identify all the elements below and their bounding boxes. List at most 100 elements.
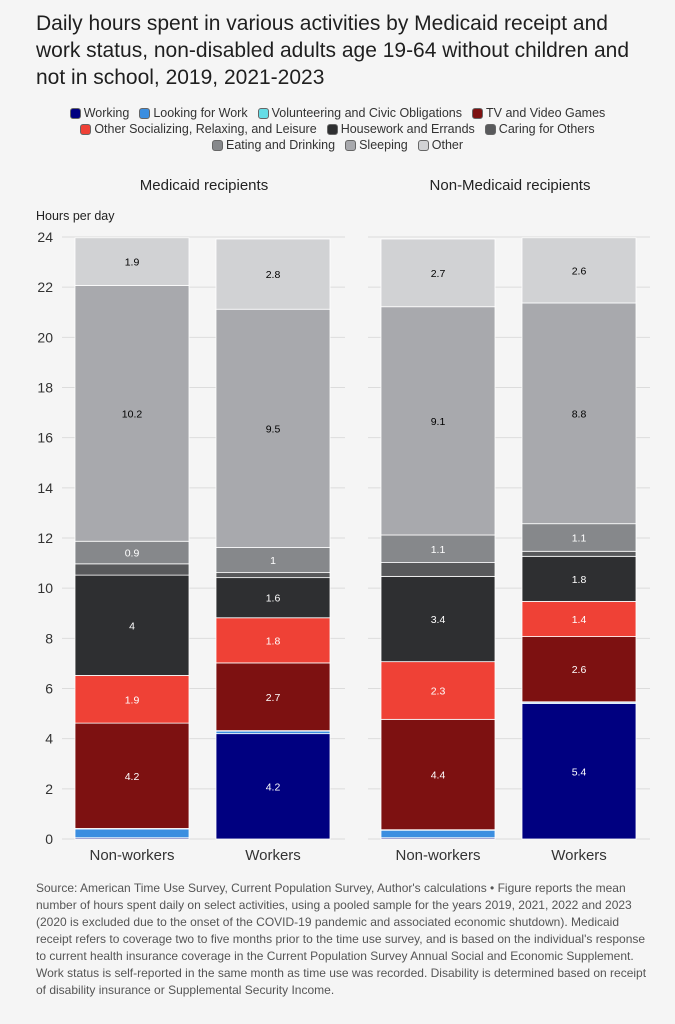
legend-item-other[interactable]: Other bbox=[417, 138, 463, 152]
data-label: 0.9 bbox=[125, 548, 140, 560]
data-label: 1.6 bbox=[266, 593, 281, 605]
source-note: Source: American Time Use Survey, Curren… bbox=[36, 881, 647, 997]
legend-label: Looking for Work bbox=[153, 106, 248, 120]
bar-segment-tv-and-video-games bbox=[74, 722, 190, 829]
legend-item-volunteering-and-civic-obligations[interactable]: Volunteering and Civic Obligations bbox=[257, 106, 462, 120]
legend-label: Housework and Errands bbox=[340, 122, 475, 136]
data-label: 8.8 bbox=[572, 408, 587, 420]
panel-title-non-medicaid-recipients: Non-Medicaid recipients bbox=[430, 177, 591, 194]
legend-swatch bbox=[326, 123, 338, 135]
bar-segment-caring-for-others bbox=[74, 563, 190, 576]
legend-label: Sleeping bbox=[359, 138, 408, 152]
data-label: 1.8 bbox=[572, 574, 587, 586]
data-label: 1 bbox=[270, 555, 276, 567]
legend: Working Looking for Work Volunteering and … bbox=[20, 106, 655, 152]
y-tick-label: 4 bbox=[45, 731, 53, 747]
bar-segment-working bbox=[215, 733, 331, 840]
bar-segment-looking-for-work bbox=[380, 829, 496, 839]
legend-item-caring-for-others[interactable]: Caring for Others bbox=[484, 122, 595, 136]
legend-label: TV and Video Games bbox=[486, 106, 606, 120]
data-label: 2.6 bbox=[572, 265, 587, 277]
legend-swatch bbox=[345, 139, 357, 151]
y-tick-label: 6 bbox=[45, 681, 53, 697]
stacked-bar-chart: Medicaid recipients Non-Medicaid recipien… bbox=[36, 177, 650, 864]
bar-segment-sleeping bbox=[380, 306, 496, 536]
bar-segment-other bbox=[521, 237, 637, 304]
legend-label: Caring for Others bbox=[498, 122, 595, 136]
bar-segment-other-socializing-relaxing-and-leisure bbox=[215, 617, 331, 664]
bar-segment-caring-for-others bbox=[521, 550, 637, 557]
x-tick-label: Non-workers bbox=[395, 847, 480, 864]
y-tick-label: 16 bbox=[37, 430, 53, 446]
legend-item-working[interactable]: Working bbox=[69, 106, 129, 120]
legend-label: Eating and Drinking bbox=[225, 138, 336, 152]
data-label: 4.2 bbox=[125, 771, 140, 783]
bar-segment-housework-and-errands bbox=[380, 575, 496, 663]
bar-segment-other bbox=[380, 238, 496, 308]
bar-segment-other bbox=[74, 237, 190, 286]
data-label: 10.2 bbox=[122, 408, 143, 420]
legend-swatch bbox=[417, 139, 429, 151]
legend-swatch bbox=[484, 123, 496, 135]
data-label: 4.2 bbox=[266, 781, 281, 793]
x-tick-label: Workers bbox=[245, 847, 301, 864]
legend-item-sleeping[interactable]: Sleeping bbox=[345, 138, 408, 152]
legend-item-tv-and-video-games[interactable]: TV and Video Games bbox=[472, 106, 605, 120]
bar-segment-eating-and-drinking bbox=[380, 534, 496, 563]
bar-segment-sleeping bbox=[521, 302, 637, 525]
y-tick-label: 20 bbox=[37, 329, 53, 345]
legend-swatch bbox=[139, 107, 151, 119]
data-label: 2.3 bbox=[431, 686, 446, 698]
data-label: 2.7 bbox=[266, 692, 281, 704]
y-tick-label: 24 bbox=[37, 229, 53, 245]
bar-segment-housework-and-errands bbox=[521, 555, 637, 602]
bar-segment-sleeping bbox=[74, 285, 190, 542]
legend-label: Other Socializing, Relaxing, and Leisure bbox=[94, 122, 317, 136]
data-label: 3.4 bbox=[431, 614, 446, 626]
bar-segment-housework-and-errands bbox=[215, 577, 331, 619]
legend-item-housework-and-errands[interactable]: Housework and Errands bbox=[326, 122, 475, 136]
data-label: 9.5 bbox=[266, 423, 281, 435]
x-tick-label: Workers bbox=[551, 847, 607, 864]
x-tick-label: Non-workers bbox=[89, 847, 174, 864]
legend-swatch bbox=[69, 107, 81, 119]
data-label: 1.1 bbox=[431, 544, 446, 556]
y-axis-label: Hours per day bbox=[36, 209, 115, 223]
legend-swatch bbox=[80, 123, 92, 135]
bar-segment-tv-and-video-games bbox=[215, 662, 331, 732]
chart-title: Daily hours spent in various activities … bbox=[36, 12, 630, 89]
data-label: 1.9 bbox=[125, 694, 140, 706]
data-label: 4.4 bbox=[431, 770, 446, 782]
bar-segment-caring-for-others bbox=[215, 572, 331, 579]
bar-segment-other-socializing-relaxing-and-leisure bbox=[521, 601, 637, 637]
bar-segment-other-socializing-relaxing-and-leisure bbox=[380, 661, 496, 720]
legend-swatch bbox=[472, 107, 483, 119]
bar-segment-housework-and-errands bbox=[74, 574, 190, 676]
data-label: 2.8 bbox=[266, 269, 281, 281]
bar-segment-working bbox=[521, 703, 637, 840]
y-tick-label: 10 bbox=[37, 580, 53, 596]
panel-title-medicaid-recipients: Medicaid recipients bbox=[140, 177, 268, 194]
y-tick-label: 22 bbox=[37, 279, 53, 295]
legend-item-eating-and-drinking[interactable]: Eating and Drinking bbox=[211, 138, 336, 152]
bar-segment-sleeping bbox=[215, 308, 331, 548]
data-label: 1.8 bbox=[266, 635, 281, 647]
data-label: 1.9 bbox=[125, 257, 140, 269]
y-tick-label: 8 bbox=[45, 630, 53, 646]
y-tick-label: 12 bbox=[37, 530, 53, 546]
y-tick-label: 2 bbox=[45, 781, 53, 797]
data-label: 2.7 bbox=[431, 268, 446, 280]
data-label: 4 bbox=[129, 620, 135, 632]
data-label: 5.4 bbox=[572, 766, 587, 778]
bar-segment-eating-and-drinking bbox=[521, 523, 637, 552]
data-label: 1.1 bbox=[572, 532, 587, 544]
bar-segment-eating-and-drinking bbox=[215, 547, 331, 574]
legend-item-looking-for-work[interactable]: Looking for Work bbox=[139, 106, 248, 120]
legend-swatch bbox=[211, 139, 223, 151]
y-tick-label: 0 bbox=[45, 831, 53, 847]
data-label: 9.1 bbox=[431, 416, 446, 428]
bar-segment-other bbox=[215, 238, 331, 310]
y-tick-label: 14 bbox=[37, 480, 53, 496]
data-label: 1.4 bbox=[572, 614, 587, 626]
legend-item-other-socializing-relaxing-and-leisure[interactable]: Other Socializing, Relaxing, and Leisure bbox=[80, 122, 317, 136]
